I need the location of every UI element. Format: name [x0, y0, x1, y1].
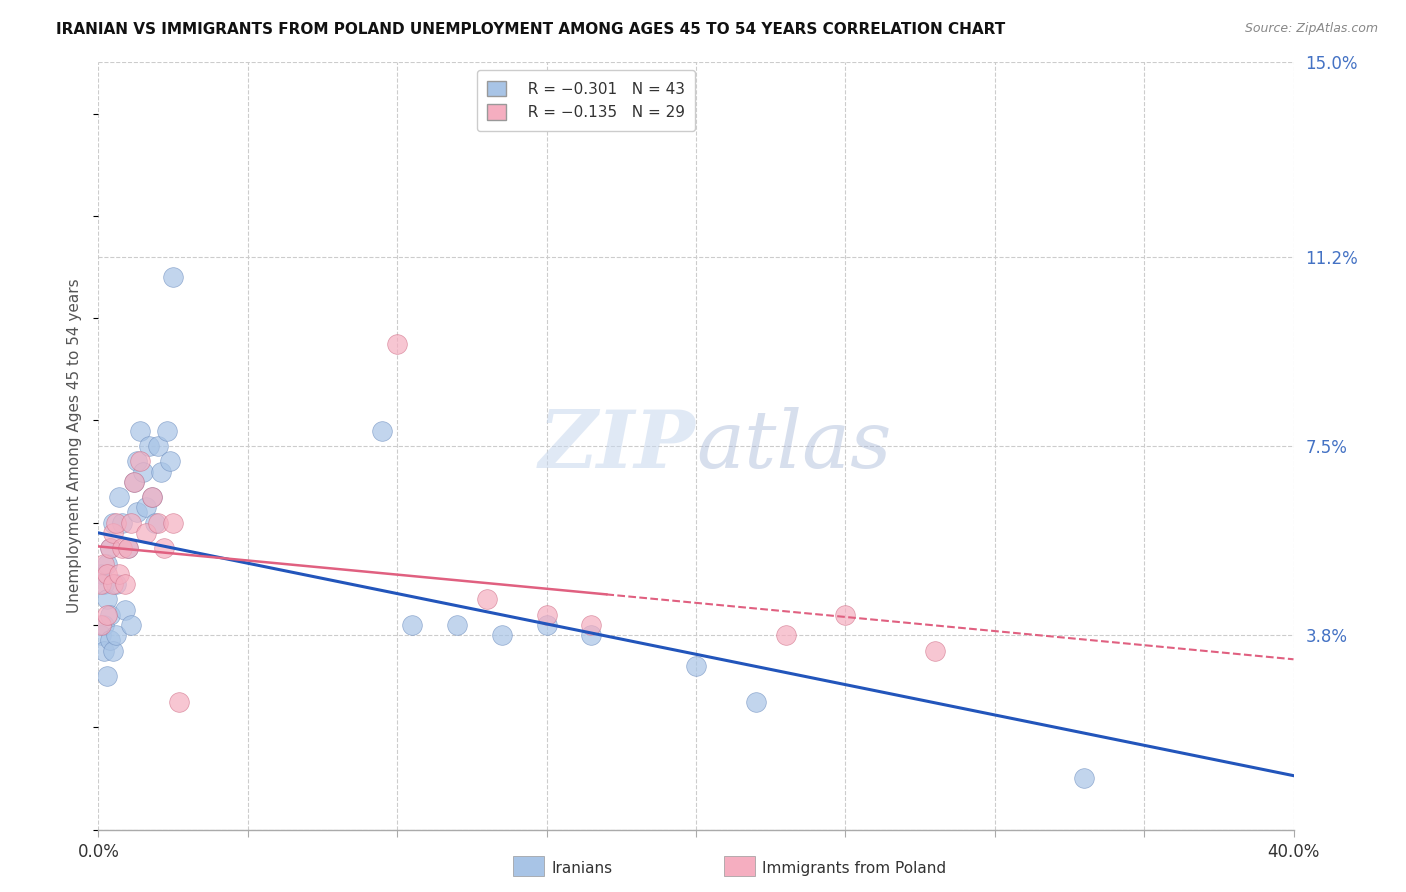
Point: [135, 525, 157, 540]
Point: [120, 618, 142, 632]
Point: [96, 592, 118, 607]
Point: [834, 607, 856, 622]
Point: [96, 607, 118, 622]
Point: [103, 516, 125, 530]
Point: [138, 439, 160, 453]
Point: [132, 465, 155, 479]
Point: [141, 490, 163, 504]
Text: ZIP: ZIP: [538, 408, 696, 484]
FancyBboxPatch shape: [513, 856, 544, 876]
Point: [446, 618, 468, 632]
Point: [98, 541, 122, 556]
Point: [581, 628, 603, 642]
Text: Source: ZipAtlas.com: Source: ZipAtlas.com: [1244, 22, 1378, 36]
Point: [90, 618, 112, 632]
Point: [98, 633, 122, 648]
Point: [105, 577, 128, 591]
Legend:   R = −0.301   N = 43,   R = −0.135   N = 29: R = −0.301 N = 43, R = −0.135 N = 29: [477, 70, 696, 131]
Point: [135, 500, 157, 515]
Point: [96, 557, 118, 571]
Point: [90, 628, 112, 642]
Point: [93, 557, 115, 571]
Point: [124, 475, 146, 489]
Point: [129, 424, 152, 438]
Point: [103, 525, 125, 540]
Point: [148, 439, 170, 453]
Point: [93, 577, 115, 591]
Point: [371, 424, 394, 438]
Point: [111, 516, 134, 530]
Point: [108, 566, 131, 581]
Text: atlas: atlas: [696, 408, 891, 484]
Text: IRANIAN VS IMMIGRANTS FROM POLAND UNEMPLOYMENT AMONG AGES 45 TO 54 YEARS CORRELA: IRANIAN VS IMMIGRANTS FROM POLAND UNEMPL…: [56, 22, 1005, 37]
Point: [143, 516, 166, 530]
Point: [105, 516, 128, 530]
Point: [129, 454, 152, 468]
Point: [117, 541, 139, 556]
Point: [581, 618, 603, 632]
Point: [491, 628, 513, 642]
Point: [117, 541, 139, 556]
Point: [924, 643, 946, 657]
Point: [120, 516, 142, 530]
Point: [93, 618, 115, 632]
Point: [98, 541, 122, 556]
Point: [114, 577, 136, 591]
Point: [775, 628, 797, 642]
Point: [93, 643, 115, 657]
Text: Iranians: Iranians: [551, 862, 612, 876]
Point: [114, 602, 136, 616]
Point: [103, 577, 125, 591]
Point: [98, 607, 122, 622]
Y-axis label: Unemployment Among Ages 45 to 54 years: Unemployment Among Ages 45 to 54 years: [67, 278, 83, 614]
Point: [475, 592, 498, 607]
Point: [111, 541, 134, 556]
Point: [159, 454, 181, 468]
Point: [108, 490, 131, 504]
Point: [385, 336, 409, 351]
Point: [401, 618, 423, 632]
Point: [103, 643, 125, 657]
Point: [685, 659, 707, 673]
Point: [156, 424, 179, 438]
Point: [1073, 772, 1095, 786]
Point: [536, 618, 558, 632]
Point: [141, 490, 163, 504]
Point: [96, 566, 118, 581]
Point: [127, 506, 149, 520]
Point: [167, 695, 190, 709]
Point: [90, 577, 112, 591]
Point: [124, 475, 146, 489]
Point: [148, 516, 170, 530]
Point: [162, 270, 184, 285]
Point: [150, 465, 173, 479]
Point: [90, 566, 112, 581]
Point: [745, 695, 768, 709]
Point: [105, 628, 128, 642]
FancyBboxPatch shape: [724, 856, 755, 876]
Point: [162, 516, 184, 530]
Point: [96, 669, 118, 683]
Text: Immigrants from Poland: Immigrants from Poland: [762, 862, 946, 876]
Point: [536, 607, 558, 622]
Point: [127, 454, 149, 468]
Point: [153, 541, 176, 556]
